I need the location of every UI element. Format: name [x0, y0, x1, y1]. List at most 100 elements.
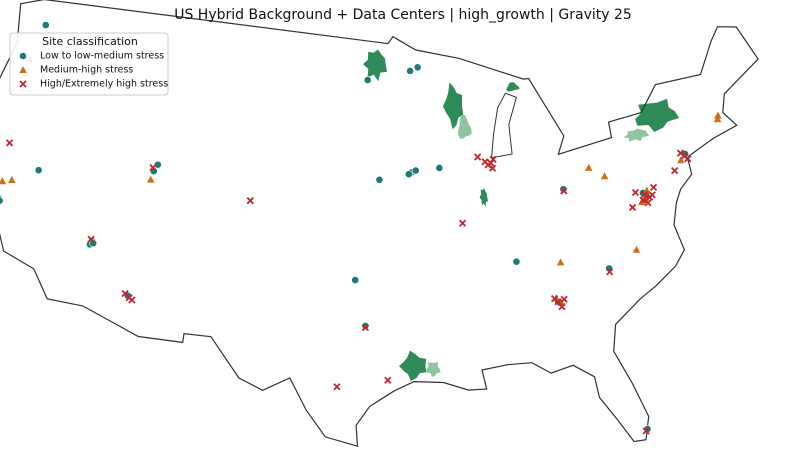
site-marker — [34, 166, 43, 175]
site-marker — [488, 164, 497, 172]
legend-title: Site classification — [42, 35, 138, 48]
land-cover — [457, 114, 472, 139]
site-marker — [361, 324, 370, 332]
marker-stroke — [481, 158, 489, 166]
marker-stroke — [560, 295, 568, 303]
site-marker — [560, 187, 568, 195]
site-marker — [558, 302, 566, 311]
marker-shape — [153, 160, 162, 169]
land-cover — [635, 98, 680, 132]
site-marker — [121, 289, 129, 298]
marker-shape — [19, 66, 27, 73]
marker-stroke — [628, 203, 637, 212]
site-marker — [677, 156, 685, 164]
site-marker — [644, 199, 652, 207]
marker-stroke — [5, 139, 14, 147]
site-marker — [473, 153, 482, 161]
site-marker — [146, 175, 155, 183]
marker-shape — [34, 166, 43, 175]
site-marker — [87, 235, 95, 243]
site-marker — [628, 203, 637, 212]
site-marker — [676, 149, 685, 157]
site-marker — [361, 322, 370, 330]
marker-shape — [713, 115, 722, 123]
marker-stroke — [484, 161, 492, 169]
site-marker — [714, 111, 722, 119]
marker-stroke — [361, 324, 370, 332]
lake-michigan — [491, 92, 518, 159]
marker-stroke — [684, 155, 692, 163]
site-marker — [411, 166, 420, 175]
marker-shape — [351, 276, 360, 284]
marker-shape — [714, 111, 722, 119]
site-marker — [5, 139, 14, 147]
marker-stroke — [560, 187, 568, 195]
marker-stroke — [644, 199, 652, 207]
site-marker — [641, 190, 649, 199]
marker-stroke — [473, 153, 482, 161]
site-marker — [684, 155, 692, 163]
site-marker — [435, 164, 444, 172]
site-marker — [512, 257, 521, 266]
marker-stroke — [246, 197, 254, 205]
land-cover — [479, 188, 488, 208]
site-marker — [631, 188, 640, 197]
site-marker — [363, 76, 372, 84]
marker-stroke — [631, 188, 640, 197]
site-marker — [404, 170, 413, 179]
marker-shape — [0, 177, 7, 185]
site-marker — [89, 239, 98, 248]
land-cover — [506, 82, 520, 92]
marker-stroke — [458, 219, 467, 227]
marker-shape — [0, 196, 4, 205]
legend: Site classification Low to low-medium st… — [9, 32, 169, 96]
site-marker — [153, 160, 162, 169]
marker-stroke — [558, 302, 566, 311]
site-marker — [489, 155, 497, 163]
marker-shape — [411, 166, 420, 175]
marker-stroke — [121, 289, 129, 298]
marker-stroke — [87, 235, 95, 243]
marker-shape — [146, 175, 155, 183]
site-marker — [0, 177, 7, 185]
marker-stroke — [19, 80, 27, 88]
marker-stroke — [554, 298, 562, 306]
marker-stroke — [128, 296, 136, 304]
site-marker — [556, 258, 565, 266]
site-marker — [671, 166, 679, 175]
marker-shape — [559, 185, 568, 194]
marker-stroke — [606, 268, 614, 276]
marker-stroke — [149, 163, 157, 172]
us-outline — [0, 0, 759, 448]
map-title: US Hybrid Background + Data Centers | hi… — [174, 7, 632, 23]
legend-box — [9, 32, 169, 96]
legend-label: Low to low-medium stress — [40, 51, 164, 62]
marker-shape — [643, 186, 651, 194]
land-cover — [623, 128, 650, 142]
site-marker — [333, 383, 341, 391]
marker-shape — [413, 63, 422, 72]
sites — [0, 21, 722, 435]
marker-shape — [41, 21, 50, 29]
legend-swatch — [19, 80, 27, 88]
site-marker — [643, 186, 651, 194]
marker-stroke — [676, 149, 685, 157]
site-marker — [413, 63, 422, 72]
site-marker — [560, 295, 568, 303]
marker-stroke — [489, 155, 497, 163]
site-marker — [8, 176, 16, 184]
marker-shape — [556, 258, 565, 266]
legend-label: Medium-high stress — [40, 65, 133, 76]
site-marker — [550, 294, 559, 303]
marker-stroke — [671, 166, 679, 175]
site-marker — [606, 268, 614, 276]
marker-stroke — [641, 190, 649, 199]
marker-stroke — [639, 196, 647, 204]
land-cover — [426, 361, 441, 377]
site-marker — [649, 183, 658, 192]
site-marker — [584, 163, 593, 171]
marker-shape — [361, 322, 370, 330]
marker-shape — [404, 170, 413, 179]
site-marker — [559, 185, 568, 194]
site-marker — [351, 276, 360, 284]
